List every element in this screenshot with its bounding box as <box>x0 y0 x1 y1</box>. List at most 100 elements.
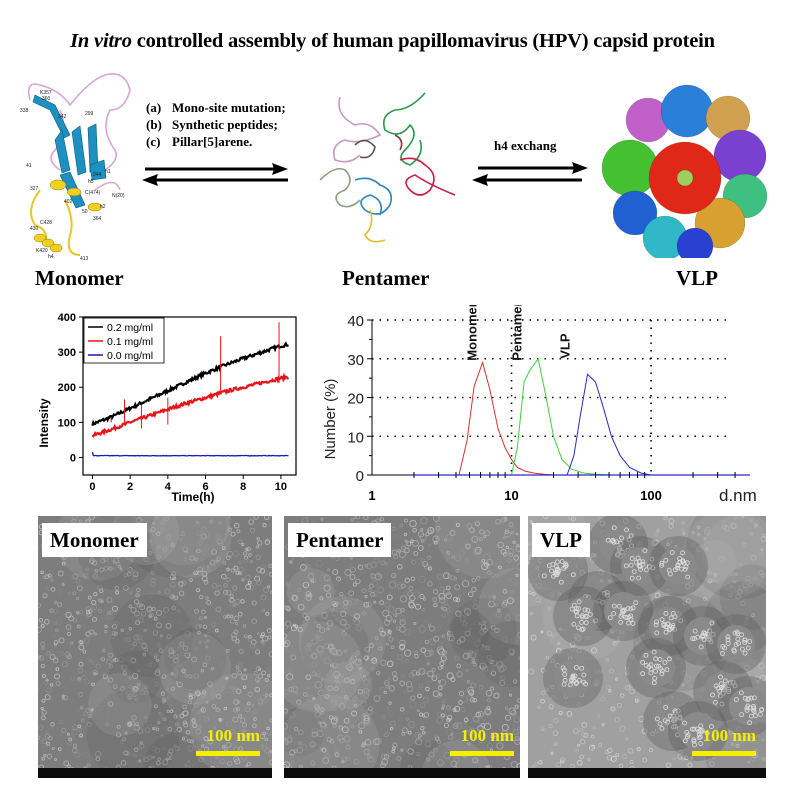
vlp-capsomer <box>661 621 667 627</box>
em-shade <box>448 597 518 667</box>
em-grain <box>433 602 438 608</box>
em-grain <box>150 660 154 665</box>
em-grain <box>128 638 132 643</box>
em-grain <box>107 701 114 707</box>
vlp-capsomer <box>751 695 757 701</box>
em-grain <box>493 611 501 619</box>
em-grain <box>233 615 240 622</box>
em-grain <box>367 587 372 593</box>
em-grain <box>184 673 189 678</box>
em-grain <box>206 600 212 605</box>
em-grain <box>518 656 520 660</box>
title-rest: controlled assembly of human papillomavi… <box>131 30 715 52</box>
em-grain <box>578 727 584 733</box>
em-grain <box>370 575 377 582</box>
em-grain <box>761 738 765 742</box>
em-grain <box>759 674 766 682</box>
x-tick-label: 0 <box>89 481 95 493</box>
em-grain <box>331 601 337 606</box>
em-grain <box>429 648 434 653</box>
em-grain <box>92 573 98 579</box>
em-grain <box>380 659 387 666</box>
em-grain <box>500 734 507 741</box>
em-grain <box>112 684 118 689</box>
em-grain <box>100 753 105 758</box>
em-grain <box>512 729 519 736</box>
em-grain <box>289 749 296 756</box>
em-grain <box>76 611 80 615</box>
em-grain <box>196 530 202 537</box>
em-grain <box>156 555 161 560</box>
em-grain <box>441 650 447 656</box>
em-grain <box>152 521 156 525</box>
em-grain <box>424 649 432 658</box>
em-grain <box>225 555 231 561</box>
em-grain <box>218 542 223 547</box>
chart2-plot-area <box>458 357 652 476</box>
em-grain <box>332 589 337 594</box>
em-grain <box>195 520 200 525</box>
em-grain <box>350 724 355 729</box>
vlp-capsomer <box>744 707 750 713</box>
em-grain <box>598 743 602 747</box>
em-grain <box>173 730 180 736</box>
em-grain <box>238 561 243 565</box>
em-grain <box>353 703 358 708</box>
em-grain <box>95 663 101 669</box>
em-grain <box>221 745 226 749</box>
em-grain <box>577 743 581 747</box>
vlp-capsomer <box>698 644 704 650</box>
em-grain <box>305 674 311 680</box>
vlp-capsomer <box>575 625 581 631</box>
condition-key: (a) <box>146 100 162 115</box>
em-grain <box>719 556 725 562</box>
forward-arrow-icon <box>145 163 288 175</box>
em-grain <box>505 732 511 738</box>
em-grain <box>189 555 195 561</box>
scale-bar <box>196 751 260 756</box>
em-grain <box>416 691 423 698</box>
em-grain <box>168 757 172 761</box>
em-grain <box>168 704 174 710</box>
em-grain <box>758 552 763 557</box>
em-grain <box>366 708 373 716</box>
em-grain <box>477 725 484 732</box>
em-grain <box>545 655 550 660</box>
em-grain <box>562 628 566 632</box>
em-grain <box>318 602 325 608</box>
em-grain <box>156 609 162 616</box>
em-grain <box>528 668 535 675</box>
em-grain <box>396 756 402 761</box>
em-grain <box>191 763 195 767</box>
vlp-capsomer <box>663 629 669 635</box>
vlp-capsomer <box>583 620 589 626</box>
x-tick-label: 4 <box>165 481 172 493</box>
em-grain <box>370 592 376 598</box>
x-tick-label: 10 <box>504 488 518 503</box>
vlp-capsomer <box>657 656 663 662</box>
em-grain <box>84 572 89 576</box>
em-grain <box>132 575 138 581</box>
em-grain <box>425 686 430 692</box>
em-shade <box>286 568 335 616</box>
em-grain <box>592 540 598 545</box>
em-grain <box>329 604 335 611</box>
em-grain <box>222 560 227 565</box>
em-grain <box>130 558 135 563</box>
em-grain <box>597 516 603 522</box>
em-grain <box>194 690 200 696</box>
em-grain <box>383 754 390 760</box>
em-grain <box>187 699 193 705</box>
em-grain <box>150 570 155 575</box>
vlp-capsomer <box>709 620 715 626</box>
em-grain <box>242 624 247 628</box>
em-grain <box>168 648 175 655</box>
em-grain <box>38 728 41 733</box>
em-grain <box>54 673 60 680</box>
em-grain <box>399 680 405 687</box>
em-grain <box>625 671 629 675</box>
em-grain <box>49 608 54 613</box>
em-grain <box>249 527 256 534</box>
em-grain <box>703 537 707 541</box>
em-grain <box>87 760 92 766</box>
